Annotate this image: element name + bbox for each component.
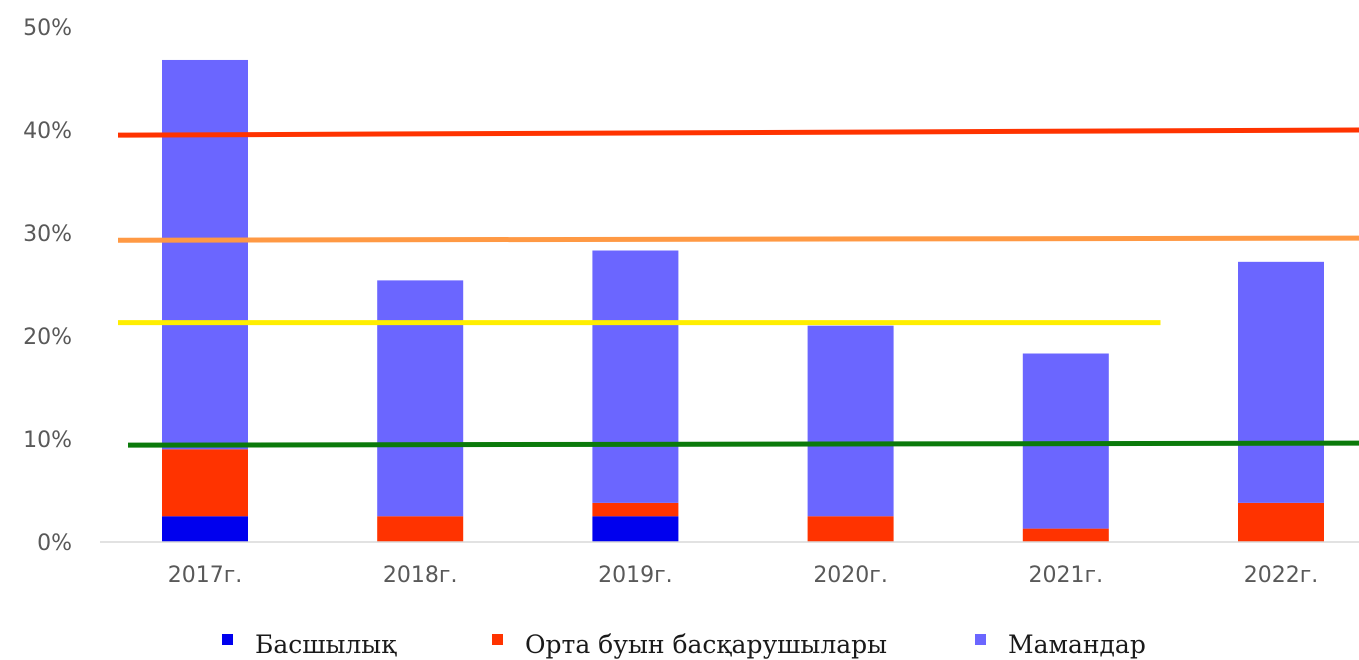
y-tick-labels: 0% 10% 20% 30% 40% 50% <box>23 16 72 556</box>
bar-3-series-3 <box>592 250 679 503</box>
bar-1-series-3 <box>162 59 248 450</box>
x-tick-label: 2021г. <box>1029 563 1104 588</box>
y-tick-label: 40% <box>23 119 72 144</box>
bar-3-series-1 <box>592 516 679 542</box>
legend: Басшылық Орта буын басқарушылары Мамандар <box>222 630 1146 659</box>
legend-swatch-1 <box>222 634 233 645</box>
bar-3-series-2 <box>592 502 679 517</box>
x-tick-label: 2017г. <box>168 563 243 588</box>
bar-2-series-2 <box>377 516 464 542</box>
reference-lines-group <box>117 127 1359 448</box>
y-tick-label: 50% <box>23 16 72 41</box>
x-tick-label: 2018г. <box>383 563 458 588</box>
bar-1-series-1 <box>162 516 248 542</box>
y-tick-label: 30% <box>23 222 72 247</box>
bars-group <box>162 59 1324 542</box>
x-tick-labels: 2017г. 2018г. 2019г. 2020г. 2021г. 2022г. <box>168 563 1319 588</box>
y-tick-label: 10% <box>23 428 72 453</box>
legend-label-3: Мамандар <box>1008 630 1146 659</box>
reference-line-1 <box>117 127 1359 138</box>
bar-6-series-3 <box>1238 261 1324 503</box>
bar-2-series-3 <box>377 280 464 517</box>
bar-5-series-2 <box>1022 528 1109 542</box>
legend-label-2: Орта буын басқарушылары <box>525 630 887 659</box>
bar-5-series-3 <box>1022 353 1109 529</box>
legend-swatch-2 <box>492 634 503 645</box>
legend-label-1: Басшылық <box>255 630 397 659</box>
bar-4-series-2 <box>807 516 894 542</box>
x-tick-label: 2022г. <box>1244 563 1319 588</box>
reference-line-2 <box>117 235 1359 243</box>
legend-swatch-3 <box>975 634 986 645</box>
y-tick-label: 20% <box>23 325 72 350</box>
x-tick-label: 2020г. <box>813 563 888 588</box>
bar-6-series-2 <box>1238 502 1324 542</box>
y-tick-label: 0% <box>37 531 72 556</box>
bar-4-series-3 <box>807 325 894 517</box>
x-tick-label: 2019г. <box>598 563 673 588</box>
reference-line-4 <box>127 440 1359 448</box>
bar-1-series-2 <box>162 449 248 517</box>
